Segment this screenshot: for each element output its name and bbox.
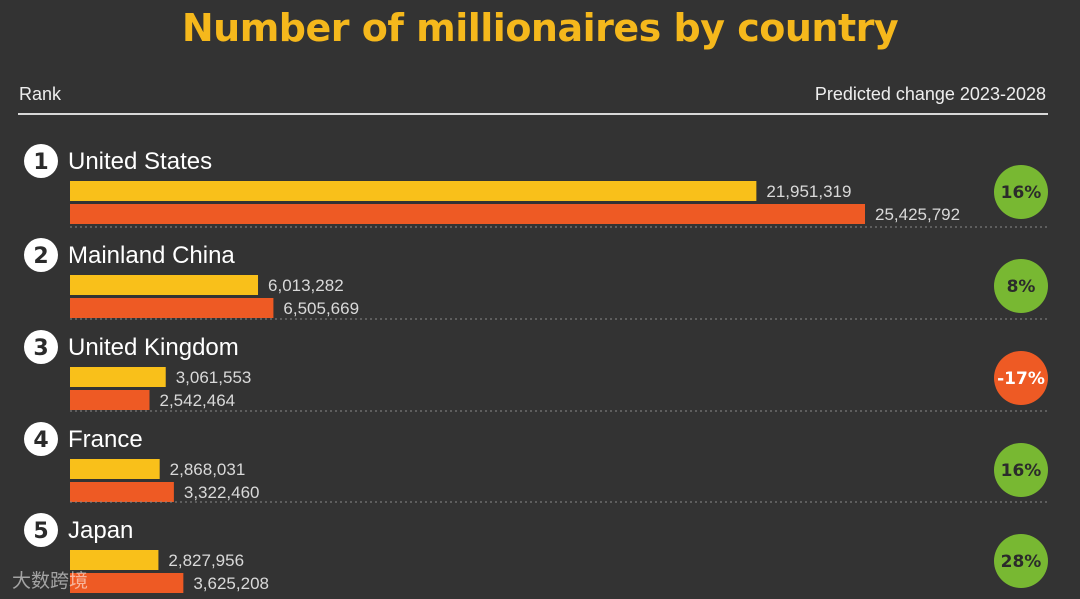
bar-value-label: 3,061,553 <box>176 368 252 387</box>
watermark-logo: 大数跨境 <box>12 570 89 592</box>
bar-value-label: 6,505,669 <box>283 299 359 318</box>
country-label: United States <box>68 148 212 175</box>
bar-value-label: 2,542,464 <box>159 391 235 410</box>
rank-badge <box>24 144 58 178</box>
bar-2028 <box>70 482 174 502</box>
bar-value-label: 21,951,319 <box>766 182 851 201</box>
rank-number: 1 <box>33 150 48 175</box>
rank-badge <box>24 330 58 364</box>
predicted-change-badge <box>994 351 1048 405</box>
bar-2023 <box>70 275 259 295</box>
bar-2028 <box>70 573 184 593</box>
predicted-change-label: -17% <box>997 369 1045 389</box>
bar-2023 <box>70 550 159 570</box>
country-label: France <box>68 426 143 453</box>
bar-value-label: 2,827,956 <box>168 551 244 570</box>
predicted-change-badge <box>994 259 1048 313</box>
bar-value-label: 25,425,792 <box>875 205 960 224</box>
country-label: Mainland China <box>68 242 235 269</box>
country-label: United Kingdom <box>68 334 239 361</box>
bar-value-label: 6,013,282 <box>268 276 344 295</box>
bar-value-label: 3,625,208 <box>193 574 269 593</box>
predicted-change-badge <box>994 443 1048 497</box>
chart-title: Number of millionaires by country <box>181 6 899 50</box>
rank-badge <box>24 422 58 456</box>
country-label: Japan <box>68 517 133 544</box>
bar-2023 <box>70 459 160 479</box>
rank-badge <box>24 238 58 272</box>
bar-value-label: 3,322,460 <box>184 483 260 502</box>
rank-number: 3 <box>33 336 48 361</box>
bar-2028 <box>70 390 150 410</box>
predicted-change-column-header: Predicted change 2023-2028 <box>814 84 1046 104</box>
bar-2023 <box>70 181 757 201</box>
rank-number: 4 <box>33 428 48 453</box>
predicted-change-badge <box>994 534 1048 588</box>
predicted-change-label: 28% <box>1001 552 1042 572</box>
bar-2023 <box>70 367 166 387</box>
bar-2028 <box>70 298 274 318</box>
rank-number: 2 <box>33 244 48 269</box>
bar-value-label: 2,868,031 <box>170 460 246 479</box>
predicted-change-label: 8% <box>1007 277 1036 297</box>
bar-2028 <box>70 204 865 224</box>
rank-number: 5 <box>33 519 48 544</box>
header-divider <box>18 113 1048 115</box>
rank-column-header: Rank <box>19 84 62 104</box>
predicted-change-label: 16% <box>1001 183 1042 203</box>
predicted-change-label: 16% <box>1001 461 1042 481</box>
predicted-change-badge <box>994 165 1048 219</box>
rank-badge <box>24 513 58 547</box>
